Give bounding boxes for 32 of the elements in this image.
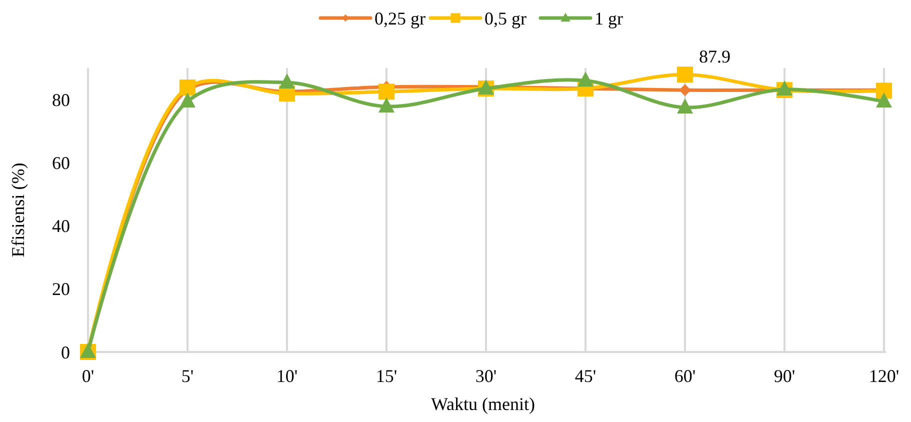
point [679, 84, 691, 96]
x-tick-label: 90' [774, 366, 796, 386]
x-tick-label: 60' [674, 366, 696, 386]
y-tick-label: 0 [61, 342, 70, 362]
x-tick-label: 5' [181, 366, 194, 386]
point [378, 98, 394, 112]
x-tick-label: 0' [82, 366, 94, 386]
x-tick-label: 30' [475, 366, 497, 386]
point [776, 80, 792, 96]
x-axis-title: Waktu (menit) [430, 394, 536, 414]
y-axis-title: Efisiensi (%) [8, 162, 28, 258]
y-tick-label: 20 [52, 279, 70, 300]
point [677, 98, 693, 114]
y-tick-label: 80 [52, 90, 70, 110]
legend-label: 1 gr [594, 8, 623, 28]
x-tick-label: 120' [868, 366, 900, 386]
point [876, 92, 892, 108]
x-tick-label: 45' [574, 366, 596, 386]
point [180, 80, 196, 96]
x-tick-label: 15' [376, 366, 398, 386]
data-label: 87.9 [699, 46, 730, 67]
x-tick-label: 10' [276, 366, 298, 386]
point [378, 84, 394, 100]
legend-label: 0,25 gr [374, 8, 426, 28]
point [578, 72, 594, 87]
legend-label: 0,5 gr [484, 8, 526, 28]
point [180, 92, 196, 108]
point [279, 74, 295, 89]
point [677, 66, 693, 83]
point [876, 82, 892, 99]
y-tick-label: 60 [52, 152, 70, 173]
y-tick-label: 40 [52, 216, 70, 236]
